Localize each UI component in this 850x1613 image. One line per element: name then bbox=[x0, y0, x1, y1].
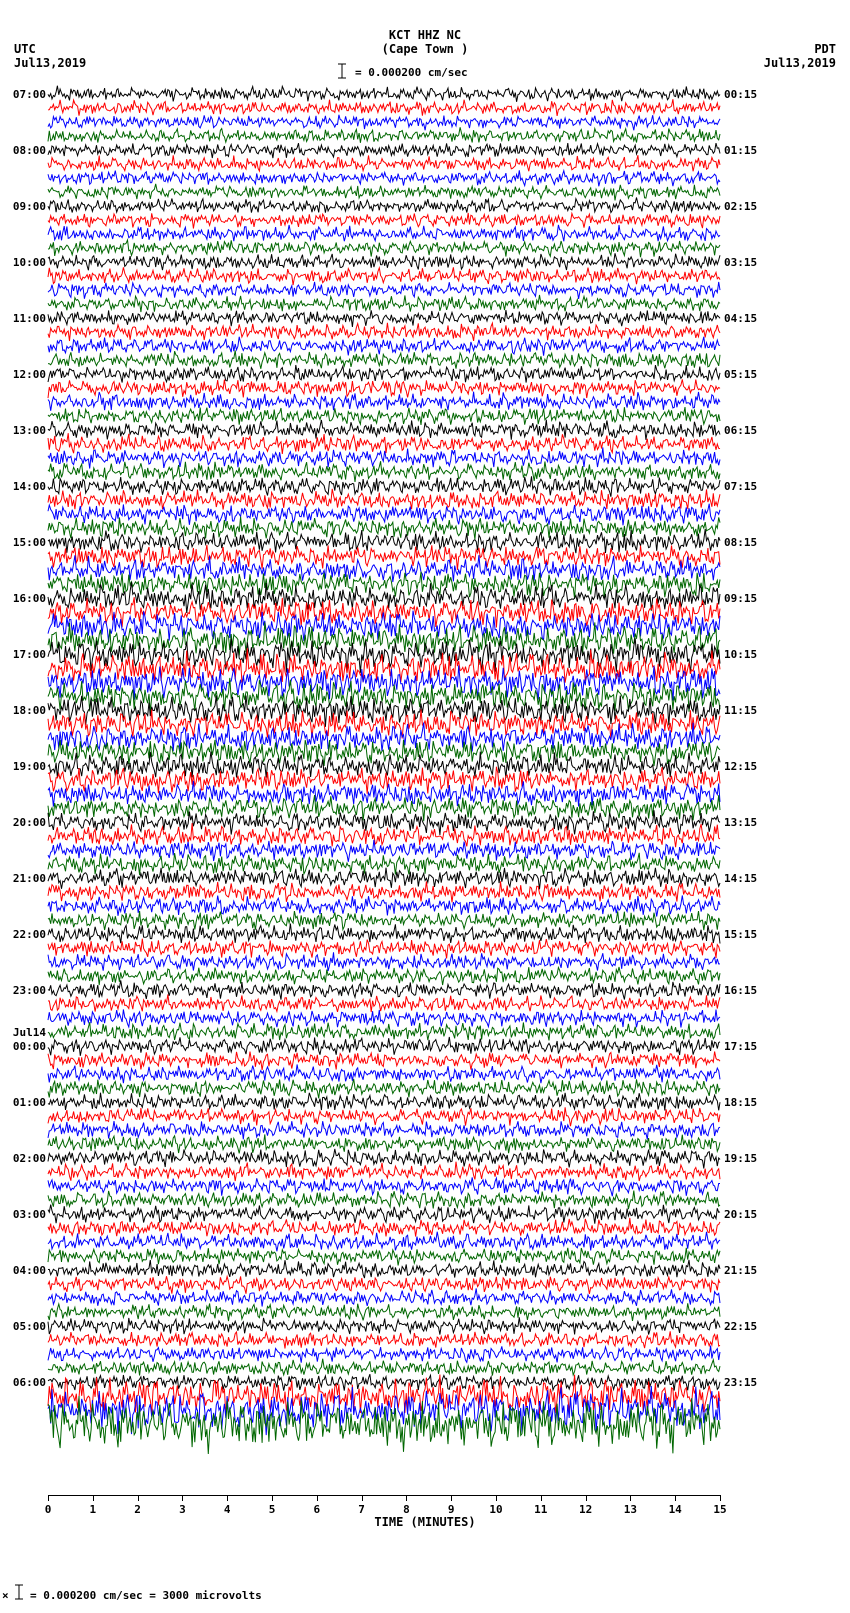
right-time-label: 02:15 bbox=[724, 200, 757, 213]
right-time-label: 18:15 bbox=[724, 1096, 757, 1109]
header-scale-text: = 0.000200 cm/sec bbox=[355, 66, 468, 79]
left-time-label: 10:00 bbox=[2, 256, 46, 269]
right-time-label: 17:15 bbox=[724, 1040, 757, 1053]
right-time-label: 16:15 bbox=[724, 984, 757, 997]
x-tick-label: 3 bbox=[179, 1503, 186, 1516]
left-time-label: 09:00 bbox=[2, 200, 46, 213]
x-tick bbox=[138, 1495, 139, 1501]
x-tick bbox=[720, 1495, 721, 1501]
right-time-label: 01:15 bbox=[724, 144, 757, 157]
left-time-label: 12:00 bbox=[2, 368, 46, 381]
header-scale-bar bbox=[335, 62, 355, 84]
left-time-label: 15:00 bbox=[2, 536, 46, 549]
right-time-label: 03:15 bbox=[724, 256, 757, 269]
seismogram-container: KCT HHZ NC (Cape Town ) UTC Jul13,2019 P… bbox=[0, 0, 850, 1613]
right-time-label: 05:15 bbox=[724, 368, 757, 381]
right-time-label: 14:15 bbox=[724, 872, 757, 885]
x-axis-title: TIME (MINUTES) bbox=[374, 1515, 475, 1529]
left-time-label: 03:00 bbox=[2, 1208, 46, 1221]
left-time-label: 18:00 bbox=[2, 704, 46, 717]
left-time-label: 07:00 bbox=[2, 88, 46, 101]
x-tick bbox=[451, 1495, 452, 1501]
x-tick-label: 6 bbox=[313, 1503, 320, 1516]
right-time-label: 10:15 bbox=[724, 648, 757, 661]
x-tick-label: 12 bbox=[579, 1503, 592, 1516]
seismic-traces bbox=[48, 90, 720, 1520]
x-tick-label: 7 bbox=[358, 1503, 365, 1516]
right-time-label: 21:15 bbox=[724, 1264, 757, 1277]
right-time-label: 12:15 bbox=[724, 760, 757, 773]
left-time-label: 11:00 bbox=[2, 312, 46, 325]
left-time-label: 19:00 bbox=[2, 760, 46, 773]
left-time-label: 22:00 bbox=[2, 928, 46, 941]
left-time-label: 23:00 bbox=[2, 984, 46, 997]
right-time-label: 22:15 bbox=[724, 1320, 757, 1333]
left-timezone: UTC bbox=[14, 42, 36, 56]
left-time-label: 16:00 bbox=[2, 592, 46, 605]
footer-prefix: × bbox=[2, 1589, 9, 1602]
footer-scale-bar bbox=[12, 1583, 32, 1605]
x-tick-label: 14 bbox=[669, 1503, 682, 1516]
left-time-label: 01:00 bbox=[2, 1096, 46, 1109]
left-time-label: 02:00 bbox=[2, 1152, 46, 1165]
x-tick bbox=[362, 1495, 363, 1501]
x-tick-label: 11 bbox=[534, 1503, 547, 1516]
x-tick bbox=[227, 1495, 228, 1501]
left-time-label: 04:00 bbox=[2, 1264, 46, 1277]
right-time-label: 23:15 bbox=[724, 1376, 757, 1389]
x-tick-label: 15 bbox=[713, 1503, 726, 1516]
right-time-label: 13:15 bbox=[724, 816, 757, 829]
left-time-label: 00:00 bbox=[2, 1040, 46, 1053]
right-time-label: 19:15 bbox=[724, 1152, 757, 1165]
x-tick-label: 0 bbox=[45, 1503, 52, 1516]
right-timezone: PDT bbox=[814, 42, 836, 56]
right-time-label: 15:15 bbox=[724, 928, 757, 941]
x-tick bbox=[317, 1495, 318, 1501]
x-tick-label: 5 bbox=[269, 1503, 276, 1516]
right-time-label: 09:15 bbox=[724, 592, 757, 605]
right-time-label: 11:15 bbox=[724, 704, 757, 717]
x-tick-label: 13 bbox=[624, 1503, 637, 1516]
x-tick bbox=[496, 1495, 497, 1501]
left-time-label: Jul14 bbox=[2, 1026, 46, 1039]
right-date: Jul13,2019 bbox=[764, 56, 836, 70]
left-time-label: 13:00 bbox=[2, 424, 46, 437]
left-time-label: 21:00 bbox=[2, 872, 46, 885]
left-time-label: 05:00 bbox=[2, 1320, 46, 1333]
right-time-label: 08:15 bbox=[724, 536, 757, 549]
x-tick bbox=[406, 1495, 407, 1501]
left-time-label: 17:00 bbox=[2, 648, 46, 661]
right-time-label: 07:15 bbox=[724, 480, 757, 493]
x-tick bbox=[630, 1495, 631, 1501]
station-code: KCT HHZ NC bbox=[389, 28, 461, 42]
left-time-label: 20:00 bbox=[2, 816, 46, 829]
x-tick bbox=[272, 1495, 273, 1501]
x-tick bbox=[541, 1495, 542, 1501]
right-time-label: 00:15 bbox=[724, 88, 757, 101]
x-tick-label: 4 bbox=[224, 1503, 231, 1516]
x-tick bbox=[48, 1495, 49, 1501]
left-time-label: 08:00 bbox=[2, 144, 46, 157]
left-date: Jul13,2019 bbox=[14, 56, 86, 70]
x-tick bbox=[182, 1495, 183, 1501]
right-time-label: 06:15 bbox=[724, 424, 757, 437]
station-location: (Cape Town ) bbox=[382, 42, 469, 56]
footer-scale-text: = 0.000200 cm/sec = 3000 microvolts bbox=[30, 1589, 262, 1602]
x-tick-label: 10 bbox=[489, 1503, 502, 1516]
right-time-label: 04:15 bbox=[724, 312, 757, 325]
x-tick bbox=[586, 1495, 587, 1501]
x-tick bbox=[93, 1495, 94, 1501]
left-time-label: 06:00 bbox=[2, 1376, 46, 1389]
x-tick bbox=[675, 1495, 676, 1501]
x-tick-label: 2 bbox=[134, 1503, 141, 1516]
left-time-label: 14:00 bbox=[2, 480, 46, 493]
x-tick-label: 1 bbox=[89, 1503, 96, 1516]
right-time-label: 20:15 bbox=[724, 1208, 757, 1221]
